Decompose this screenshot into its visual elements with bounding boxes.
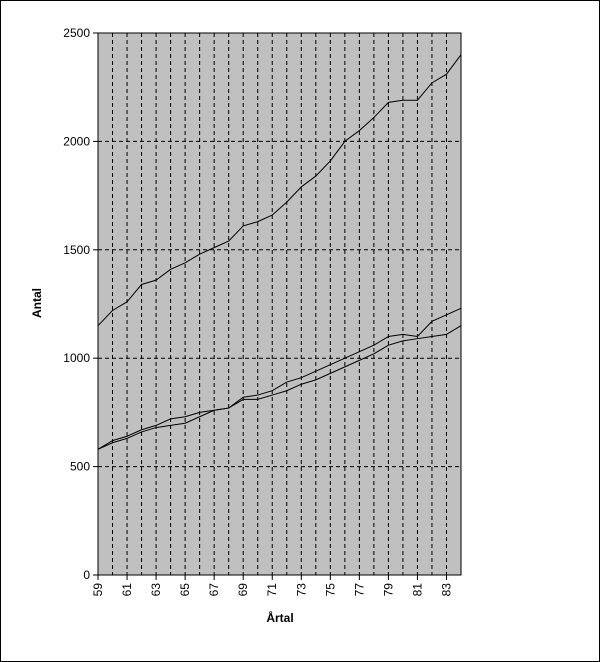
x-tick-label: 83 — [439, 583, 453, 597]
x-tick-label: 75 — [323, 583, 337, 597]
y-tick-label: 2000 — [63, 134, 90, 148]
x-axis-label: Årtal — [266, 610, 293, 625]
x-tick-label: 73 — [294, 583, 308, 597]
x-tick-label: 63 — [149, 583, 163, 597]
x-tick-label: 77 — [352, 583, 366, 597]
x-tick-label: 59 — [91, 583, 105, 597]
y-tick-label: 0 — [83, 568, 90, 582]
y-axis-label: Antal — [30, 288, 44, 318]
x-tick-label: 71 — [265, 583, 279, 597]
y-tick-label: 1500 — [63, 243, 90, 257]
series-line — [97, 325, 462, 450]
plot-border — [97, 32, 462, 576]
x-tick-label: 81 — [410, 583, 424, 597]
y-tick-label: 2500 — [63, 26, 90, 40]
y-tick-label: 500 — [70, 460, 90, 474]
x-tick-label: 65 — [178, 583, 192, 597]
plot-area — [98, 33, 461, 575]
y-tick-label: 1000 — [63, 351, 90, 365]
x-tick-label: 67 — [207, 583, 221, 597]
series-line — [97, 307, 462, 450]
x-tick-label: 69 — [236, 583, 250, 597]
x-tick-label: 61 — [120, 583, 134, 597]
series-line — [97, 54, 462, 327]
x-tick-label: 79 — [381, 583, 395, 597]
